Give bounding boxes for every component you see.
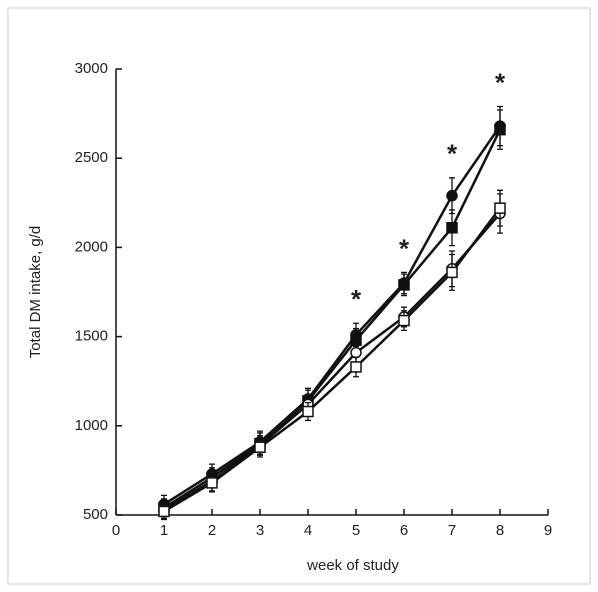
series-line: [163, 207, 502, 513]
x-axis-label: week of study: [306, 557, 399, 574]
marker: [398, 314, 410, 327]
series-line: [163, 125, 502, 506]
x-tick-label: 9: [544, 522, 552, 539]
marker: [158, 505, 170, 518]
marker: [254, 441, 266, 453]
x-tick-label: 4: [304, 522, 312, 539]
series-line: [163, 129, 502, 509]
x-tick-label: 0: [112, 522, 120, 539]
x-tick-label: 7: [448, 522, 456, 539]
y-tick-label: 1500: [75, 328, 108, 345]
annotation: *: [495, 67, 506, 97]
marker: [206, 477, 218, 489]
marker: [302, 405, 314, 418]
marker: [398, 279, 410, 291]
x-tick-label: 2: [208, 522, 216, 539]
annotation: *: [351, 284, 362, 314]
marker: [494, 123, 506, 136]
x-tick-label: 8: [496, 522, 504, 539]
annotation: *: [447, 139, 458, 169]
y-tick-label: 1000: [75, 417, 108, 434]
marker: [350, 346, 362, 359]
annotation: *: [399, 233, 410, 263]
frame: [7, 7, 591, 585]
y-tick-label: 2000: [75, 238, 108, 255]
y-tick-label: 3000: [75, 60, 108, 77]
series-line: [163, 212, 501, 511]
marker: [446, 189, 458, 202]
y-tick-label: 500: [83, 506, 108, 523]
marker: [446, 266, 458, 279]
marker: [494, 202, 506, 214]
x-tick-label: 1: [160, 522, 168, 539]
x-tick-label: 3: [256, 522, 264, 539]
marker: [350, 361, 362, 373]
y-axis-label: Total DM intake, g/d: [27, 226, 44, 359]
x-tick-label: 6: [400, 522, 408, 539]
x-tick-label: 5: [352, 522, 360, 539]
y-tick-label: 2500: [75, 149, 108, 166]
marker: [446, 222, 458, 234]
